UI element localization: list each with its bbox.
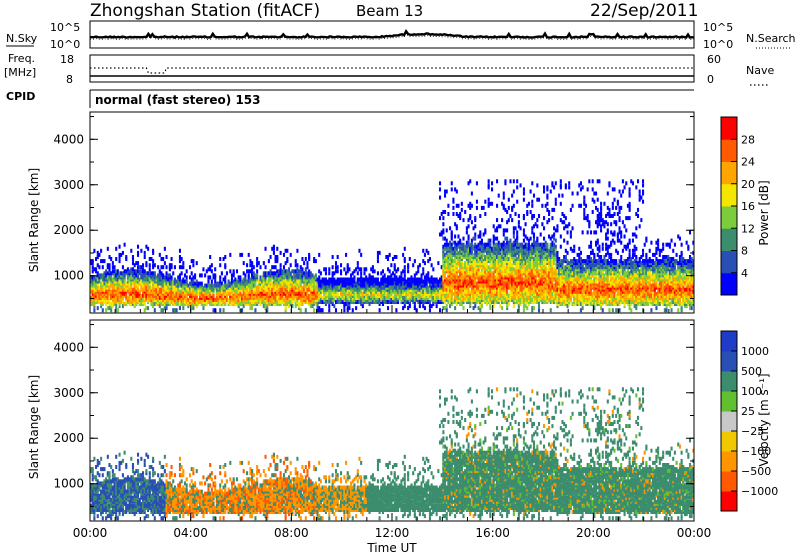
y-tick-label: 3000	[53, 386, 84, 400]
colorbar-tick-label: 28	[741, 133, 755, 146]
freq-unit: [MHz]	[4, 66, 36, 79]
y-tick-label: 4000	[53, 132, 84, 146]
colorbar-tick-label: −25	[741, 425, 764, 438]
nsky-panel: N.Sky 10^5 10^0 10^5 10^0 N.Search	[6, 20, 796, 51]
freq-tick-high: 18	[60, 53, 74, 66]
velocity-colorbar-label: Velocity [m s⁻¹]	[757, 373, 771, 466]
cpid-panel: CPID normal (fast stereo) 153	[6, 89, 694, 108]
x-tick-label: 00:00	[73, 526, 108, 540]
nsearch-series	[90, 32, 695, 41]
y-tick-label: 2000	[53, 223, 84, 237]
colorbar-swatch	[721, 451, 737, 472]
colorbar-tick-label: 100	[741, 385, 762, 398]
nave-tick-high: 60	[707, 53, 721, 66]
velocity-xlabel: Time UT	[366, 541, 417, 554]
beam-label: Beam 13	[356, 2, 423, 20]
y-tick-label: 1000	[53, 477, 84, 491]
date-label: 22/Sep/2011	[590, 1, 698, 21]
nsky-tick-high: 10^5	[50, 21, 80, 34]
colorbar-swatch	[721, 117, 737, 140]
colorbar-tick-label: 1000	[741, 345, 769, 358]
colorbar-swatch	[721, 371, 737, 392]
colorbar-swatch	[721, 161, 737, 185]
cpid-text: normal (fast stereo) 153	[95, 93, 261, 107]
y-tick-label: 4000	[53, 340, 84, 354]
x-tick-label: 20:00	[576, 526, 611, 540]
x-tick-label: 12:00	[375, 526, 410, 540]
nsearch-tick-high: 10^5	[703, 21, 733, 34]
freq-tick-low: 8	[66, 73, 73, 86]
velocity-ylabel: Slant Range [km]	[27, 375, 41, 479]
colorbar-tick-label: 8	[741, 245, 748, 258]
colorbar-swatch	[721, 139, 737, 162]
y-tick-label: 1000	[53, 269, 84, 283]
colorbar-swatch	[721, 183, 737, 207]
colorbar-swatch	[721, 331, 737, 352]
power-heatmap-cells	[90, 179, 695, 313]
x-tick-label: 00:00	[677, 526, 712, 540]
colorbar-tick-label: 4	[741, 267, 748, 280]
velocity-panel: 4000 3000 2000 1000 00:00 04:00 08:00 12:00 16:…	[27, 305, 778, 554]
power-ylabel: Slant Range [km]	[27, 168, 41, 272]
freq-label: Freq.	[8, 52, 35, 65]
y-tick-label: 2000	[53, 431, 84, 445]
station-title: Zhongshan Station (fitACF)	[90, 1, 320, 21]
colorbar-tick-label: 12	[741, 222, 755, 235]
colorbar-tick-label: 20	[741, 178, 755, 191]
x-tick-label: 16:00	[475, 526, 510, 540]
colorbar-swatch	[721, 351, 737, 372]
power-colorbar: 28 24 20 16 12 8 4	[720, 116, 755, 296]
colorbar-swatch	[721, 206, 737, 229]
nave-label: Nave	[746, 64, 774, 77]
cpid-label: CPID	[6, 90, 35, 103]
freq-panel: Freq. [MHz] 18 8 60 0 Nave	[4, 52, 774, 86]
colorbar-swatch	[721, 272, 737, 296]
colorbar-swatch	[721, 431, 737, 452]
nsearch-tick-low: 10^0	[703, 38, 733, 51]
colorbar-swatch	[721, 228, 737, 251]
nave-tick-low: 0	[707, 73, 714, 86]
colorbar-swatch	[721, 391, 737, 412]
x-tick-label: 08:00	[274, 526, 309, 540]
colorbar-tick-label: −1000	[741, 485, 778, 498]
velocity-heatmap-cells	[90, 387, 695, 521]
nave-series	[90, 67, 694, 74]
nsky-series	[90, 29, 695, 40]
colorbar-tick-label: 500	[741, 365, 762, 378]
colorbar-tick-label: 25	[741, 405, 755, 418]
colorbar-tick-label: −100	[741, 445, 771, 458]
nsky-tick-low: 10^0	[50, 38, 80, 51]
nsearch-label: N.Search	[746, 32, 796, 45]
y-tick-label: 3000	[53, 178, 84, 192]
nsky-label: N.Sky	[6, 32, 38, 45]
colorbar-tick-label: 16	[741, 200, 755, 213]
colorbar-tick-label: −500	[741, 465, 771, 478]
power-panel: 4000 3000 2000 1000 Slant Range [km] 28 24 20…	[27, 111, 771, 314]
power-colorbar-label: Power [dB]	[757, 180, 771, 245]
colorbar-swatch	[721, 491, 737, 512]
colorbar-tick-label: 24	[741, 156, 755, 169]
colorbar-swatch	[721, 411, 737, 432]
colorbar-swatch	[721, 471, 737, 492]
colorbar-swatch	[721, 250, 737, 274]
velocity-colorbar: 1000 500 100 25 −25 −100 −500 −1000	[720, 330, 778, 512]
x-tick-label: 04:00	[173, 526, 208, 540]
